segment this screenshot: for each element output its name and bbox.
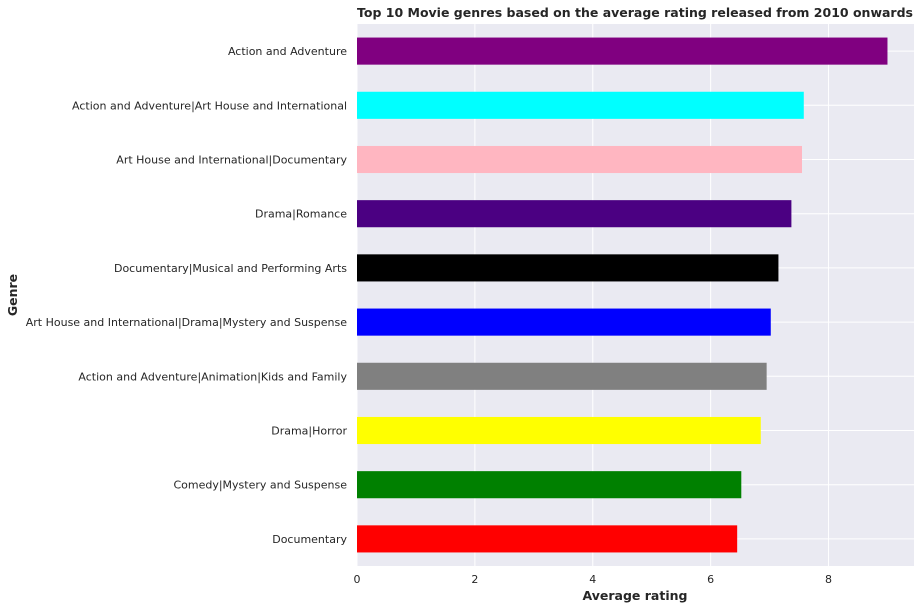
category-label: Art House and International|Drama|Myster…: [26, 316, 347, 329]
bar: [357, 416, 761, 445]
category-label: Drama|Romance: [255, 208, 347, 221]
category-label: Documentary: [272, 533, 347, 546]
x-tick-label: 2: [471, 573, 478, 586]
category-label: Documentary|Musical and Performing Arts: [114, 262, 347, 275]
x-tick-labels: 0 2 4 6 8: [354, 573, 833, 586]
x-tick-label: 0: [354, 573, 361, 586]
bar: [357, 145, 803, 174]
x-tick-label: 8: [825, 573, 832, 586]
bar: [357, 37, 888, 65]
category-label: Action and Adventure|Animation|Kids and …: [78, 370, 347, 383]
category-labels: Action and Adventure Action and Adventure…: [26, 45, 348, 546]
x-axis-title: Average rating: [583, 588, 688, 603]
bar: [357, 200, 792, 228]
bar: [357, 254, 779, 282]
x-tick-label: 6: [707, 573, 714, 586]
x-tick-label: 4: [589, 573, 596, 586]
bar: [357, 525, 738, 553]
bar: [357, 91, 804, 119]
y-axis-title: Genre: [5, 274, 20, 316]
category-label: Drama|Horror: [271, 425, 347, 438]
category-label: Action and Adventure: [228, 45, 347, 58]
bar: [357, 471, 742, 499]
bar: [357, 362, 767, 390]
chart-title: Top 10 Movie genres based on the average…: [357, 5, 913, 20]
category-label: Art House and International|Documentary: [116, 154, 347, 167]
category-label: Action and Adventure|Art House and Inter…: [72, 99, 347, 112]
bars: [357, 37, 888, 553]
category-label: Comedy|Mystery and Suspense: [173, 479, 347, 492]
bar: [357, 308, 771, 336]
